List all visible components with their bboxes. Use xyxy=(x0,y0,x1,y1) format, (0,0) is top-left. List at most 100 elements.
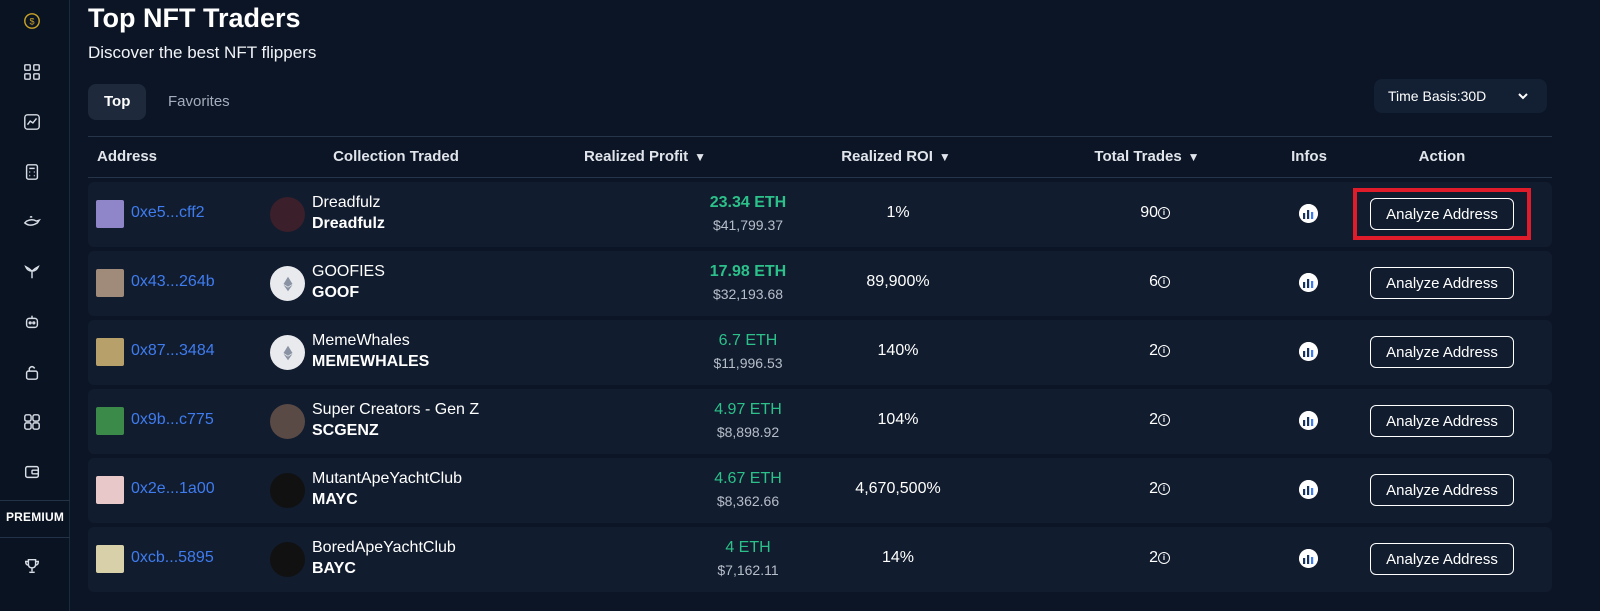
analytics-icon[interactable] xyxy=(1299,342,1318,361)
calculator-icon[interactable] xyxy=(22,162,42,182)
sort-down-icon: ▼ xyxy=(694,150,707,164)
analytics-icon[interactable] xyxy=(1299,480,1318,499)
collection-avatar xyxy=(270,404,305,439)
table-row: 0x87...3484 MemeWhales MEMEWHALES 6.7 ETH $1… xyxy=(88,320,1552,385)
info-icon[interactable]: i xyxy=(1158,345,1170,357)
column-header-label: Realized ROI xyxy=(841,148,933,165)
total-trades: 2 xyxy=(1149,411,1158,428)
column-header-collection: Collection Traded xyxy=(333,148,459,165)
info-icon[interactable]: i xyxy=(1158,276,1170,288)
realized-roi: 14% xyxy=(881,549,915,566)
sidebar: $ PREMIUM xyxy=(0,0,70,611)
tab-favorites[interactable]: Favorites xyxy=(168,93,230,110)
trader-address-link[interactable]: 0xe5...cff2 xyxy=(131,204,205,221)
analyze-address-button[interactable]: Analyze Address xyxy=(1370,198,1514,230)
total-trades: 90 xyxy=(1140,204,1158,221)
collection-name: BoredApeYachtClub xyxy=(312,539,456,556)
trader-avatar xyxy=(96,338,124,366)
total-trades: 2 xyxy=(1149,549,1158,566)
table-row: 0xe5...cff2 Dreadfulz Dreadfulz 23.34 ETH $4… xyxy=(88,182,1552,247)
realized-profit-usd: $11,996.53 xyxy=(713,355,783,371)
column-header-total-trades[interactable]: Total Trades ▼ xyxy=(1094,148,1199,165)
realized-profit-usd: $8,898.92 xyxy=(716,424,780,440)
collection-name: Super Creators - Gen Z xyxy=(312,401,480,418)
collection-symbol: GOOF xyxy=(312,284,360,301)
total-trades: 2 xyxy=(1149,480,1158,497)
trader-address-link[interactable]: 0x87...3484 xyxy=(131,342,215,359)
sidebar-divider xyxy=(0,500,70,501)
realized-roi: 1% xyxy=(886,204,910,221)
apps-grid-icon[interactable] xyxy=(22,412,42,432)
tab-top[interactable]: Top xyxy=(88,84,147,120)
trader-address-link[interactable]: 0xcb...5895 xyxy=(131,549,214,566)
collection-avatar xyxy=(270,197,305,232)
page-subtitle: Discover the best NFT flippers xyxy=(88,43,317,62)
analyze-address-button[interactable]: Analyze Address xyxy=(1370,336,1514,368)
table-divider xyxy=(88,177,1552,178)
column-header-label: Realized Profit xyxy=(583,148,689,165)
analyze-address-button[interactable]: Analyze Address xyxy=(1370,474,1514,506)
whale-tail-icon[interactable] xyxy=(22,262,42,282)
table-row: 0xcb...5895 BoredApeYachtClub BAYC 4 ETH $7,… xyxy=(88,527,1552,592)
wallet-icon[interactable] xyxy=(22,462,42,482)
realized-profit-usd: $8,362.66 xyxy=(716,493,780,509)
info-icon[interactable]: i xyxy=(1158,483,1170,495)
realized-roi: 140% xyxy=(877,342,919,359)
sidebar-divider xyxy=(0,537,70,538)
collection-name: Dreadfulz xyxy=(312,194,381,211)
collection-avatar xyxy=(270,335,305,370)
collection-name: GOOFIES xyxy=(312,263,385,280)
analytics-icon[interactable] xyxy=(1299,549,1318,568)
premium-label: PREMIUM xyxy=(5,510,65,524)
total-trades: 2 xyxy=(1149,342,1158,359)
robot-icon[interactable] xyxy=(22,312,42,332)
realized-roi: 104% xyxy=(877,411,919,428)
time-basis-select[interactable]: Time Basis:30D xyxy=(1374,79,1547,113)
trophy-icon[interactable] xyxy=(22,556,42,576)
info-icon[interactable]: i xyxy=(1158,207,1170,219)
trader-avatar xyxy=(96,476,124,504)
analytics-icon[interactable] xyxy=(1299,204,1318,223)
dollar-coin-icon[interactable]: $ xyxy=(22,11,42,31)
column-header-realized-profit[interactable]: Realized Profit ▼ xyxy=(584,148,706,165)
column-header-label: Total Trades xyxy=(1094,148,1182,165)
info-icon[interactable]: i xyxy=(1158,414,1170,426)
trader-avatar xyxy=(96,269,124,297)
trader-avatar xyxy=(96,545,124,573)
column-header-address: Address xyxy=(97,148,158,165)
analyze-address-button[interactable]: Analyze Address xyxy=(1370,405,1514,437)
trader-address-link[interactable]: 0x43...264b xyxy=(131,273,215,290)
realized-profit-eth: 23.34 ETH xyxy=(709,194,787,211)
collection-avatar xyxy=(270,542,305,577)
info-icon[interactable]: i xyxy=(1158,552,1170,564)
analytics-icon[interactable] xyxy=(1299,411,1318,430)
analytics-icon[interactable] xyxy=(1299,273,1318,292)
column-header-realized-roi[interactable]: Realized ROI ▼ xyxy=(841,148,951,165)
column-header-infos: Infos xyxy=(1291,148,1327,165)
svg-text:$: $ xyxy=(29,17,34,27)
analyze-address-button[interactable]: Analyze Address xyxy=(1370,543,1514,575)
dashboard-grid-icon[interactable] xyxy=(22,62,42,82)
realized-profit-usd: $41,799.37 xyxy=(712,217,784,233)
realized-profit-eth: 17.98 ETH xyxy=(709,263,787,280)
lock-icon[interactable] xyxy=(22,362,42,382)
realized-roi: 89,900% xyxy=(866,273,930,290)
realized-profit-eth: 4 ETH xyxy=(725,539,771,556)
sort-down-icon: ▼ xyxy=(1187,150,1200,164)
collection-symbol: Dreadfulz xyxy=(312,215,385,232)
trend-chart-icon[interactable] xyxy=(22,112,42,132)
collection-avatar xyxy=(270,473,305,508)
realized-profit-usd: $32,193.68 xyxy=(712,286,784,302)
whale-icon[interactable] xyxy=(22,212,42,232)
table-row: 0x9b...c775 Super Creators - Gen Z SCGENZ 4… xyxy=(88,389,1552,454)
trader-address-link[interactable]: 0x2e...1a00 xyxy=(131,480,215,497)
column-header-action: Action xyxy=(1418,148,1466,165)
collection-avatar xyxy=(270,266,305,301)
collection-name: MutantApeYachtClub xyxy=(312,470,463,487)
trader-address-link[interactable]: 0x9b...c775 xyxy=(131,411,214,428)
analyze-address-button[interactable]: Analyze Address xyxy=(1370,267,1514,299)
trader-avatar xyxy=(96,200,124,228)
time-basis-label: Time Basis:30D xyxy=(1388,88,1487,104)
table-row: 0x43...264b GOOFIES GOOF 17.98 ETH $32,193.6… xyxy=(88,251,1552,316)
page-title: Top NFT Traders xyxy=(88,3,301,33)
